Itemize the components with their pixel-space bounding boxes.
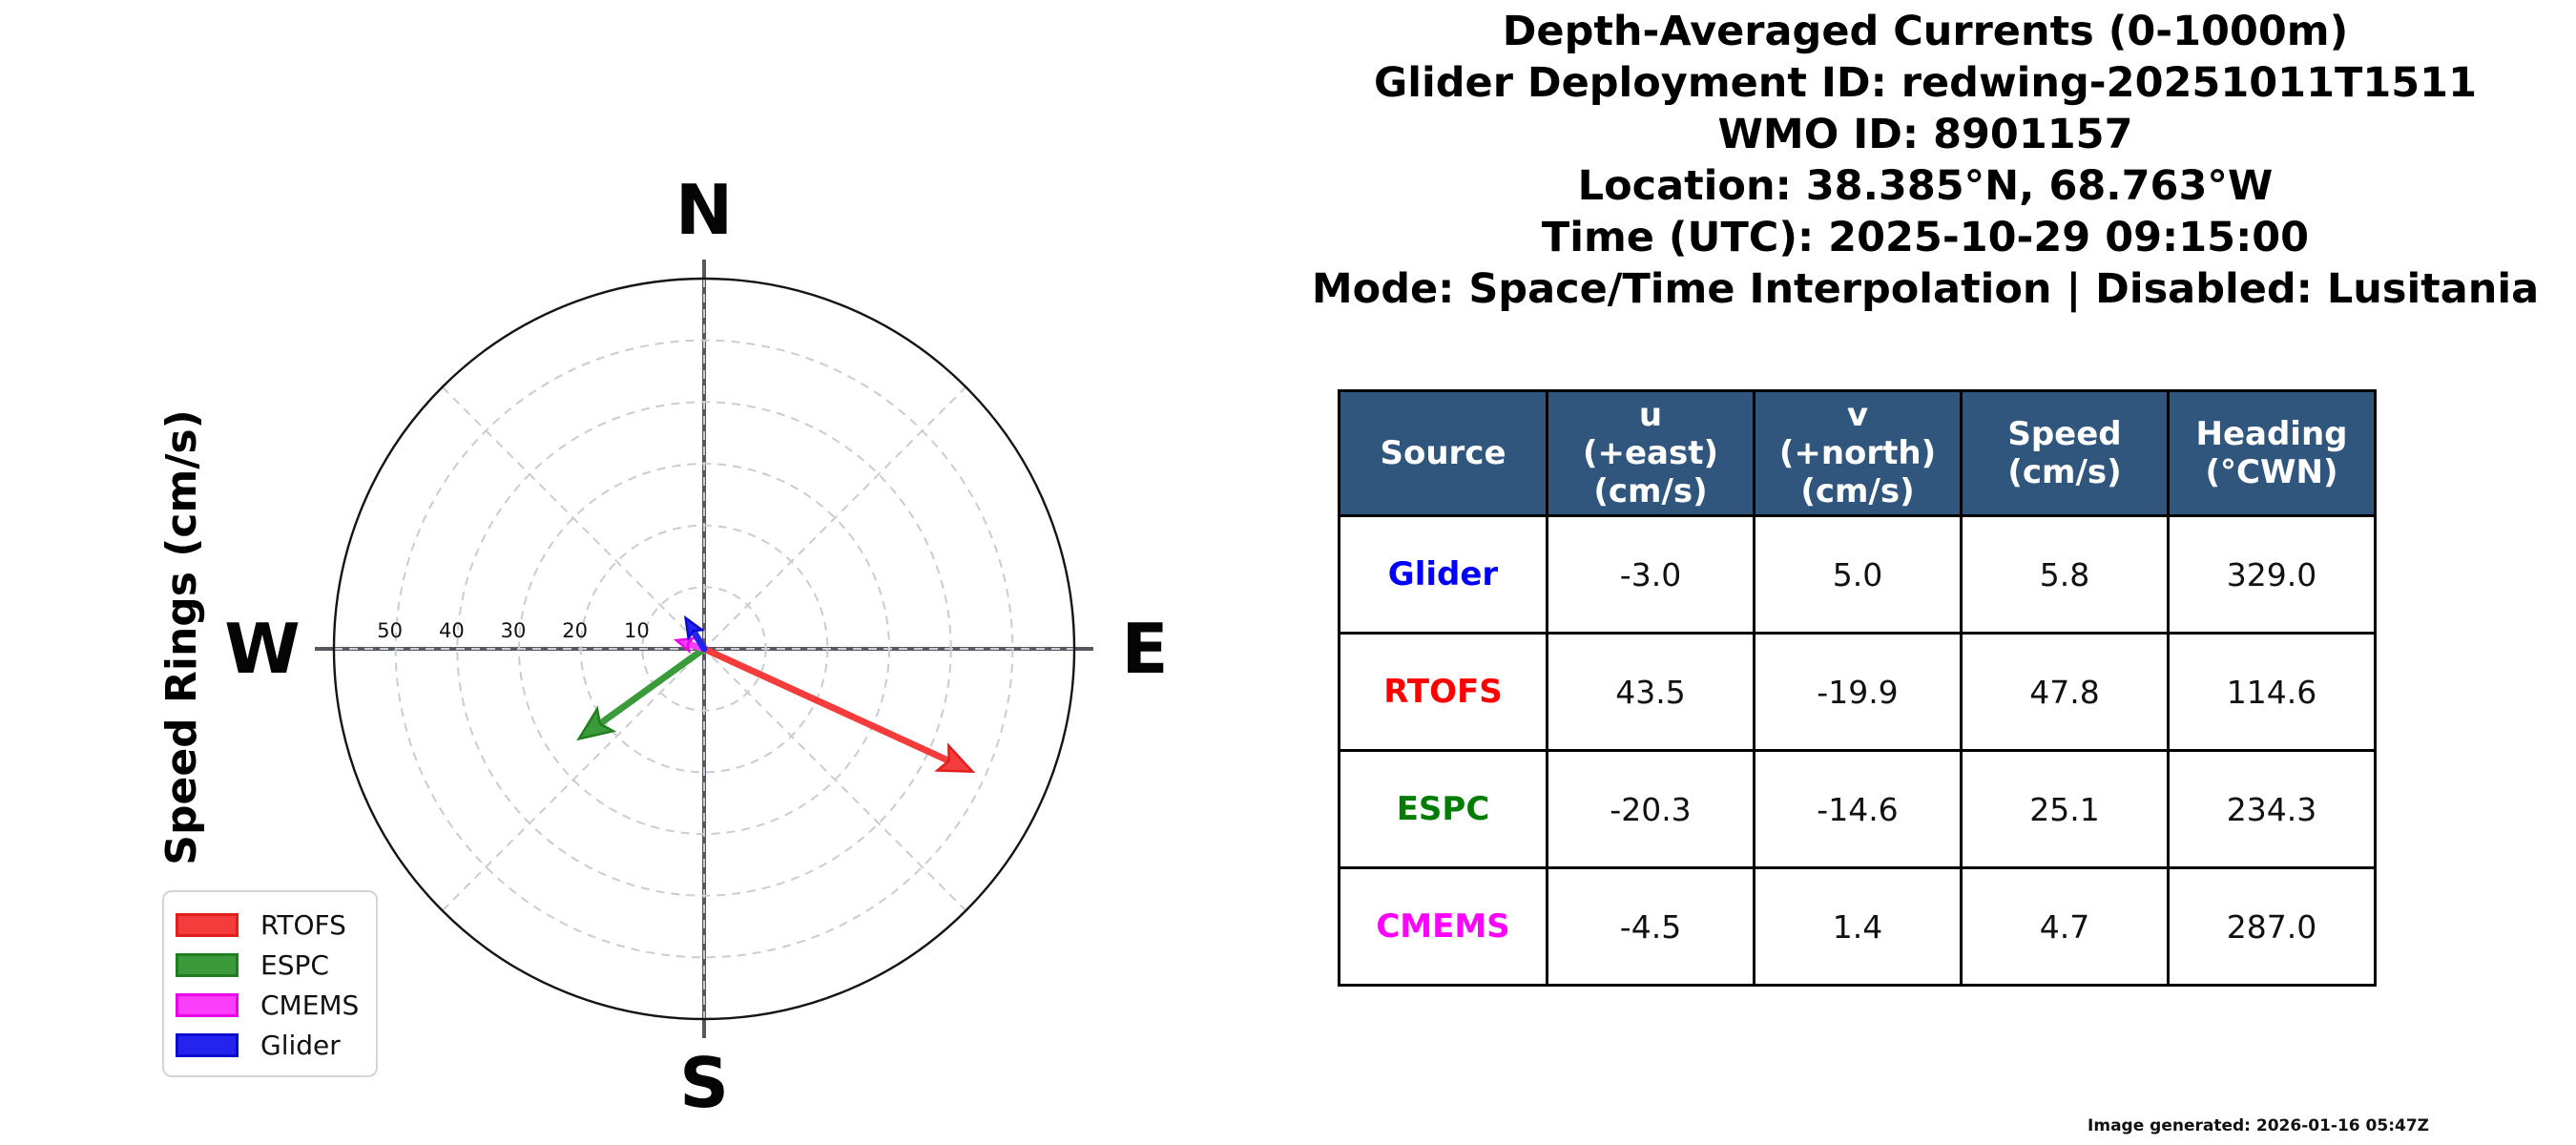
ring-tick-label-20: 20 bbox=[562, 619, 588, 642]
heading-cell: 234.3 bbox=[2167, 749, 2377, 869]
source-cell: RTOFS bbox=[1338, 632, 1548, 752]
radial-axis-label: Speed Rings (cm/s) bbox=[157, 409, 206, 864]
title-line-4: Location: 38.385°N, 68.763°W bbox=[1577, 162, 2274, 210]
legend-item-rtofs: RTOFS bbox=[176, 905, 376, 945]
table-row-espc: ESPC -20.3 -14.6 25.1 234.3 bbox=[1338, 749, 2377, 869]
legend-swatch-espc bbox=[176, 952, 239, 977]
v-cell: 1.4 bbox=[1753, 866, 1963, 987]
column-header-heading: Heading (°CWN) bbox=[2167, 389, 2377, 517]
legend-item-espc: ESPC bbox=[176, 945, 376, 985]
grid-ring-30 bbox=[518, 463, 890, 835]
vector-arrow-rtofs bbox=[700, 645, 976, 774]
legend: RTOFS ESPC CMEMS Glider bbox=[162, 890, 378, 1077]
v-cell: -14.6 bbox=[1753, 749, 1963, 869]
v-cell: 5.0 bbox=[1753, 514, 1963, 635]
legend-swatch-cmems bbox=[176, 992, 239, 1017]
current-comparison-table: Source u (+east) (cm/s) v (+north) (cm/s… bbox=[1338, 389, 2377, 987]
title-line-3: WMO ID: 8901157 bbox=[1717, 111, 2133, 158]
speed-cell: 4.7 bbox=[1960, 866, 2170, 987]
vector-head bbox=[683, 614, 706, 642]
legend-swatch-glider bbox=[176, 1032, 239, 1057]
legend-label-glider: Glider bbox=[260, 1029, 341, 1061]
outer-ring bbox=[332, 277, 1076, 1021]
generated-timestamp: Image generated: 2026-01-16 05:47Z bbox=[2088, 1116, 2429, 1135]
source-cell: ESPC bbox=[1338, 749, 1548, 869]
title-line-5: Time (UTC): 2025-10-29 09:15:00 bbox=[1541, 214, 2310, 261]
column-header-u: u (+east) (cm/s) bbox=[1546, 389, 1755, 517]
compass-label-south: S bbox=[679, 1043, 729, 1123]
compass-label-north: N bbox=[675, 170, 733, 250]
speed-cell: 25.1 bbox=[1960, 749, 2170, 869]
current-vectors bbox=[576, 614, 976, 774]
speed-cell: 5.8 bbox=[1960, 514, 2170, 635]
source-cell: Glider bbox=[1338, 514, 1548, 635]
u-cell: -3.0 bbox=[1546, 514, 1755, 635]
vector-head bbox=[934, 742, 976, 774]
legend-label-cmems: CMEMS bbox=[260, 989, 360, 1021]
ring-tick-label-10: 10 bbox=[624, 619, 650, 642]
vector-shaft bbox=[599, 645, 708, 725]
vector-arrow-glider bbox=[683, 614, 708, 653]
ring-tick-label-40: 40 bbox=[439, 619, 465, 642]
heading-cell: 329.0 bbox=[2167, 514, 2377, 635]
speed-cell: 47.8 bbox=[1960, 632, 2170, 752]
polar-current-plot: 50 40 30 20 10 N S W E Speed Rings (cm/s) bbox=[157, 170, 1169, 1123]
column-header-source: Source bbox=[1338, 389, 1548, 517]
ring-tick-label-50: 50 bbox=[377, 619, 403, 642]
table-row-rtofs: RTOFS 43.5 -19.9 47.8 114.6 bbox=[1338, 632, 2377, 752]
u-cell: 43.5 bbox=[1546, 632, 1755, 752]
title-line-2: Glider Deployment ID: redwing-20251011T1… bbox=[1373, 59, 2478, 107]
title-line-1: Depth-Averaged Currents (0-1000m) bbox=[1502, 8, 2349, 55]
polar-labels: 50 40 30 20 10 N S W E bbox=[224, 170, 1168, 1123]
grid-ring-50 bbox=[394, 339, 1014, 959]
u-cell: -4.5 bbox=[1546, 866, 1755, 987]
legend-label-espc: ESPC bbox=[260, 948, 329, 981]
grid-ring-40 bbox=[456, 401, 952, 897]
table-header-row: Source u (+east) (cm/s) v (+north) (cm/s… bbox=[1338, 389, 2377, 517]
ring-tick-label-30: 30 bbox=[501, 619, 527, 642]
grid-ring-20 bbox=[579, 524, 829, 774]
legend-item-cmems: CMEMS bbox=[176, 985, 376, 1025]
legend-label-rtofs: RTOFS bbox=[260, 908, 346, 941]
table-row-glider: Glider -3.0 5.0 5.8 329.0 bbox=[1338, 514, 2377, 635]
heading-cell: 287.0 bbox=[2167, 866, 2377, 987]
legend-swatch-rtofs bbox=[176, 912, 239, 937]
vector-shaft bbox=[700, 645, 949, 763]
heading-cell: 114.6 bbox=[2167, 632, 2377, 752]
legend-item-glider: Glider bbox=[176, 1025, 376, 1065]
column-header-speed: Speed (cm/s) bbox=[1960, 389, 2170, 517]
vector-arrow-espc bbox=[576, 645, 708, 741]
table-row-cmems: CMEMS -4.5 1.4 4.7 287.0 bbox=[1338, 866, 2377, 987]
figure-title-block: Depth-Averaged Currents (0-1000m) Glider… bbox=[1278, 6, 2572, 315]
vector-head bbox=[673, 636, 696, 655]
u-cell: -20.3 bbox=[1546, 749, 1755, 869]
column-header-v: v (+north) (cm/s) bbox=[1753, 389, 1963, 517]
vector-head bbox=[576, 705, 617, 741]
compass-label-east: E bbox=[1121, 609, 1168, 689]
compass-label-west: W bbox=[224, 609, 300, 689]
title-line-6: Mode: Space/Time Interpolation | Disable… bbox=[1311, 265, 2540, 313]
source-cell: CMEMS bbox=[1338, 866, 1548, 987]
grid-ring-10 bbox=[641, 586, 767, 712]
vector-shaft bbox=[690, 628, 708, 653]
v-cell: -19.9 bbox=[1753, 632, 1963, 752]
